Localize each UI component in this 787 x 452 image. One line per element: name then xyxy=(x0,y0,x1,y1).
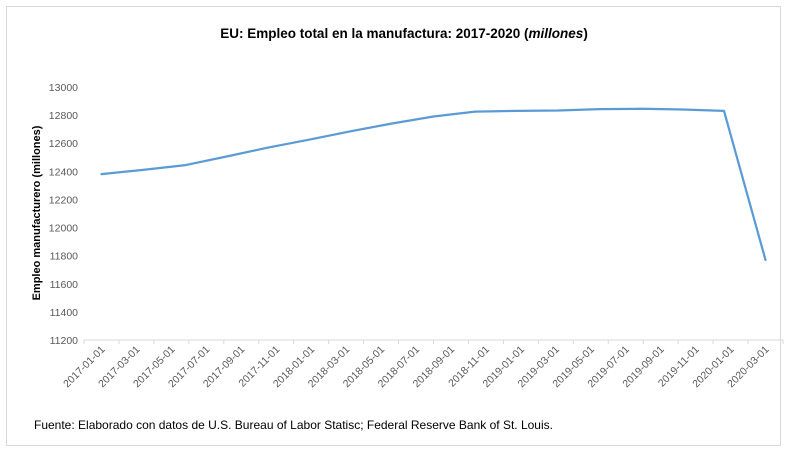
y-tick-label: 12000 xyxy=(49,223,78,235)
y-tick-label: 11800 xyxy=(50,251,79,263)
y-axis-label: Empleo manufacturero (millones) xyxy=(31,125,43,300)
y-tick-label: 13000 xyxy=(49,82,78,94)
y-tick-label: 12200 xyxy=(49,194,78,206)
y-tick-label: 12600 xyxy=(49,138,78,150)
series-line xyxy=(100,107,767,262)
y-tick-label: 11600 xyxy=(50,279,79,291)
axes xyxy=(83,339,784,344)
y-tick-label: 11200 xyxy=(50,335,79,347)
source-footer: Fuente: Elaborado con datos de U.S. Bure… xyxy=(34,418,553,432)
y-tick-labels: 11200 11400 11600 11800 12000 12200 12400 12600… xyxy=(49,82,78,347)
y-tick-label: 11400 xyxy=(50,307,79,319)
chart-title: EU: Empleo total en la manufactura: 2017… xyxy=(220,26,588,41)
chart-frame xyxy=(6,6,781,446)
y-tick-label: 12800 xyxy=(49,110,78,122)
y-tick-label: 12400 xyxy=(49,166,78,178)
series-layer xyxy=(100,107,767,262)
x-tick-labels: 2017-01-012017-03-012017-05-012017-07-01… xyxy=(61,344,772,391)
